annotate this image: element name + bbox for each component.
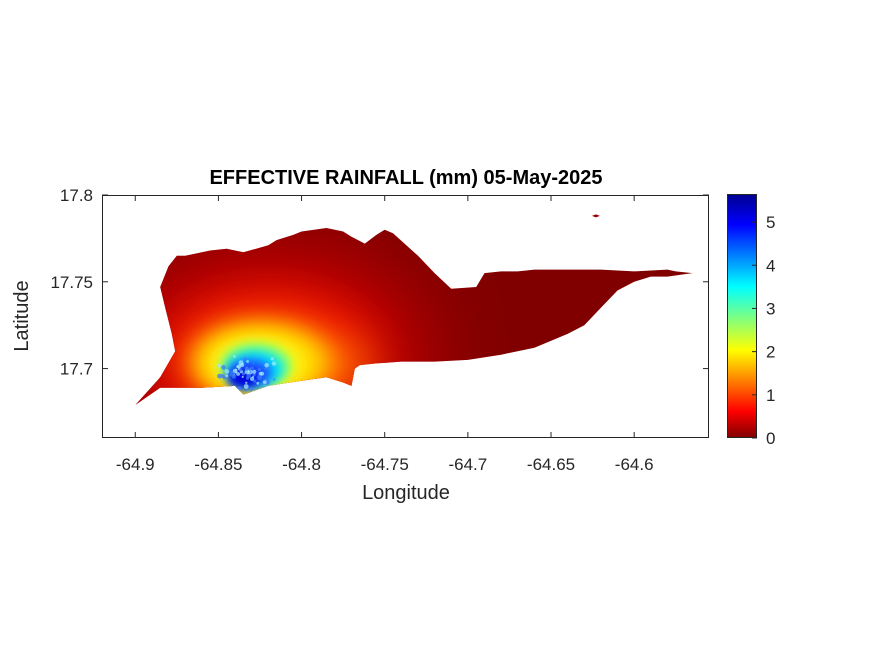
colorbar-tick-label: 2 <box>766 343 775 362</box>
speckle <box>221 365 226 370</box>
speckle <box>243 357 247 361</box>
speckle <box>224 369 230 374</box>
speckle <box>236 372 241 376</box>
speckle <box>216 363 221 368</box>
x-tick-label: -64.6 <box>615 455 654 474</box>
x-axis-ticks: -64.9 -64.85 -64.8 -64.75 -64.7 -64.65 -64.6 <box>116 195 654 474</box>
speckle <box>262 363 265 366</box>
colorbar-tick-label: 0 <box>766 429 775 448</box>
x-tick-label: -64.85 <box>194 455 242 474</box>
colorbar-tick-label: 3 <box>766 299 775 318</box>
y-tick-label: 17.8 <box>60 186 93 205</box>
speckle <box>236 365 239 368</box>
axes <box>102 195 709 438</box>
colorbar: 0 1 2 3 4 5 <box>727 194 775 448</box>
speckle <box>264 367 267 370</box>
speckle <box>246 360 250 363</box>
speckle <box>217 373 222 379</box>
speckle <box>241 375 244 378</box>
speckle <box>258 371 263 376</box>
speckle <box>239 368 243 372</box>
speckle <box>247 370 250 373</box>
colorbar-tick-label: 5 <box>766 213 775 232</box>
islet <box>591 214 600 218</box>
speckle <box>239 362 245 368</box>
speckle <box>225 374 229 378</box>
y-tick-label: 17.75 <box>50 273 93 292</box>
speckle <box>264 363 270 368</box>
colorbar-tick-label: 4 <box>766 256 775 275</box>
speckle <box>245 389 248 392</box>
colorbar-tick-label: 1 <box>766 386 775 405</box>
speckle <box>246 376 249 380</box>
chart-title: EFFECTIVE RAINFALL (mm) 05-May-2025 <box>209 167 602 189</box>
speckle <box>233 355 236 358</box>
colorbar-ticks: 0 1 2 3 4 5 <box>752 213 775 448</box>
speckle <box>262 386 267 391</box>
speckle <box>270 357 274 361</box>
speckle <box>244 366 249 371</box>
speckle <box>253 379 257 383</box>
speckle <box>252 362 255 365</box>
speckle <box>241 372 246 376</box>
speckle <box>252 369 257 374</box>
speckle <box>252 375 255 378</box>
plot-area <box>135 214 693 405</box>
y-tick-label: 17.7 <box>60 360 93 379</box>
speckle <box>256 381 260 385</box>
x-axis-label: Longitude <box>362 482 450 504</box>
speckle <box>243 384 249 389</box>
speckle <box>232 368 238 374</box>
x-tick-label: -64.65 <box>527 455 575 474</box>
x-tick-label: -64.8 <box>282 455 321 474</box>
speckle <box>257 367 261 372</box>
x-tick-label: -64.75 <box>361 455 409 474</box>
rainfall-speckles <box>216 355 277 392</box>
speckle <box>257 374 263 380</box>
speckle <box>271 361 277 366</box>
speckle <box>249 387 254 391</box>
x-tick-label: -64.9 <box>116 455 155 474</box>
island-rainfall-field <box>135 228 693 405</box>
y-axis-ticks: 17.7 17.75 17.8 <box>50 186 709 379</box>
speckle <box>273 378 276 381</box>
speckle <box>262 380 267 384</box>
colorbar-gradient <box>727 194 757 438</box>
speckle <box>266 366 270 370</box>
speckle <box>252 372 256 377</box>
y-axis-label: Latitude <box>11 280 33 351</box>
x-tick-label: -64.7 <box>448 455 487 474</box>
speckle <box>245 381 248 384</box>
speckle <box>237 386 242 391</box>
speckle <box>250 366 254 370</box>
speckle <box>229 371 235 377</box>
